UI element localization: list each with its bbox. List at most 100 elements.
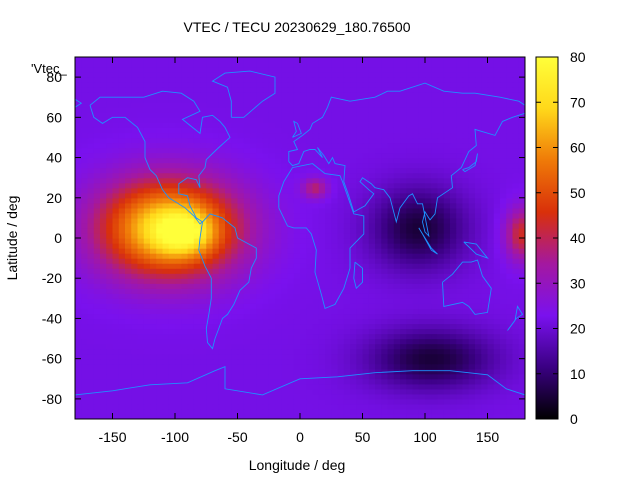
heatmap-cell: [218, 253, 226, 259]
heatmap-cell: [362, 278, 370, 284]
heatmap-cell: [418, 268, 426, 274]
heatmap-cell: [337, 187, 345, 194]
heatmap-cell: [425, 313, 432, 320]
heatmap-cell: [150, 238, 157, 244]
heatmap-cell: [362, 182, 370, 189]
heatmap-cell: [237, 398, 245, 405]
heatmap-cell: [456, 268, 464, 274]
heatmap-cell: [181, 222, 189, 229]
heatmap-cell: [231, 258, 239, 264]
heatmap-cell: [356, 157, 364, 164]
heatmap-cell: [375, 172, 382, 179]
heatmap-cell: [156, 308, 164, 315]
heatmap-cell: [400, 182, 407, 189]
heatmap-cell: [487, 403, 495, 410]
heatmap-cell: [93, 403, 101, 410]
heatmap-cell: [181, 278, 189, 284]
heatmap-cell: [168, 182, 176, 189]
heatmap-cell: [506, 187, 514, 194]
heatmap-cell: [262, 278, 270, 284]
heatmap-cell: [412, 298, 420, 304]
heatmap-cell: [237, 343, 245, 350]
heatmap-cell: [268, 288, 276, 294]
heatmap-cell: [206, 318, 214, 325]
heatmap-cell: [337, 172, 345, 179]
heatmap-cell: [456, 408, 464, 415]
heatmap-cell: [450, 373, 457, 380]
heatmap-cell: [331, 263, 339, 269]
heatmap-cell: [281, 268, 289, 274]
heatmap-cell: [118, 258, 126, 264]
heatmap-cell: [425, 107, 432, 113]
heatmap-cell: [400, 127, 407, 134]
heatmap-cell: [450, 177, 457, 184]
heatmap-cell: [168, 177, 176, 184]
heatmap-cell: [487, 363, 495, 370]
heatmap-cell: [293, 117, 301, 123]
heatmap-cell: [275, 338, 282, 345]
heatmap-cell: [493, 212, 501, 219]
heatmap-cell: [206, 283, 214, 289]
heatmap-cell: [131, 117, 139, 123]
heatmap-cell: [300, 373, 307, 380]
heatmap-cell: [200, 363, 207, 370]
heatmap-cell: [500, 222, 507, 229]
heatmap-cell: [387, 162, 395, 169]
heatmap-cell: [87, 152, 95, 159]
heatmap-cell: [87, 283, 95, 289]
heatmap-cell: [475, 152, 482, 159]
heatmap-cell: [93, 268, 101, 274]
heatmap-cell: [256, 232, 264, 239]
heatmap-cell: [518, 358, 525, 365]
heatmap-cell: [450, 303, 457, 309]
heatmap-cell: [437, 172, 445, 179]
heatmap-cell: [431, 132, 439, 139]
heatmap-cell: [218, 368, 226, 375]
heatmap-cell: [118, 142, 126, 149]
heatmap-cell: [300, 408, 307, 415]
heatmap-cell: [431, 177, 439, 184]
heatmap-cell: [331, 288, 339, 294]
heatmap-cell: [356, 227, 364, 234]
heatmap-cell: [487, 77, 495, 83]
heatmap-cell: [431, 253, 439, 259]
heatmap-cell: [81, 298, 89, 304]
heatmap-cell: [106, 383, 114, 390]
heatmap-cell: [393, 187, 401, 194]
heatmap-cell: [268, 72, 276, 78]
heatmap-cell: [425, 368, 432, 375]
heatmap-cell: [131, 273, 139, 279]
heatmap-cell: [187, 333, 195, 340]
heatmap-cell: [143, 373, 151, 380]
heatmap-cell: [312, 227, 320, 234]
heatmap-cell: [518, 172, 525, 179]
heatmap-cell: [256, 157, 264, 164]
heatmap-cell: [250, 258, 257, 264]
heatmap-cell: [150, 207, 157, 214]
heatmap-cell: [231, 298, 239, 304]
heatmap-cell: [150, 248, 157, 254]
heatmap-cell: [350, 122, 357, 128]
heatmap-cell: [193, 373, 201, 380]
heatmap-cell: [500, 107, 507, 113]
heatmap-cell: [375, 227, 382, 234]
heatmap-cell: [381, 177, 389, 184]
heatmap-cell: [118, 82, 126, 88]
heatmap-cell: [218, 323, 226, 330]
heatmap-cell: [300, 338, 307, 345]
heatmap-cell: [150, 378, 157, 385]
heatmap-cell: [325, 338, 332, 345]
heatmap-cell: [156, 162, 164, 169]
heatmap-cell: [312, 323, 320, 330]
heatmap-cell: [281, 182, 289, 189]
heatmap-cell: [87, 383, 95, 390]
heatmap-cell: [287, 137, 295, 144]
heatmap-cell: [312, 202, 320, 209]
heatmap-cell: [475, 117, 482, 123]
heatmap-cell: [518, 323, 525, 330]
heatmap-cell: [343, 288, 351, 294]
heatmap-cell: [156, 222, 164, 229]
heatmap-cell: [468, 102, 476, 108]
heatmap-cell: [100, 87, 107, 93]
heatmap-cell: [281, 348, 289, 355]
